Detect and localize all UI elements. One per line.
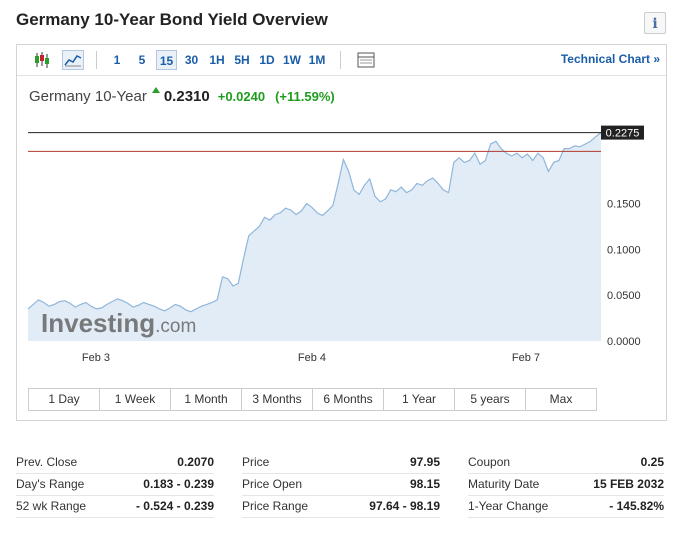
instrument-name: Germany 10-Year [29, 88, 147, 105]
stat-value: - 0.524 - 0.239 [135, 499, 214, 513]
stat-row-maturity-date: Maturity Date 15 FEB 2032 [468, 474, 664, 496]
time-range-selector: 1 Day 1 Week 1 Month 3 Months 6 Months 1 Year… [28, 388, 597, 411]
page-title: Germany 10-Year Bond Yield Overview [16, 10, 328, 29]
x-tick-label: Feb 3 [82, 352, 110, 364]
stat-value: 0.2070 [177, 455, 214, 469]
range-5-years-button[interactable]: 5 years [455, 389, 526, 410]
interval-1d-button[interactable]: 1D [259, 53, 275, 67]
candlestick-chart-icon[interactable] [31, 50, 53, 70]
y-tick-label: 0.0500 [607, 290, 641, 302]
stat-value: 98.15 [409, 477, 440, 491]
stat-label: 1-Year Change [468, 499, 549, 513]
toolbar-divider [96, 51, 97, 69]
stat-label: Coupon [468, 455, 511, 469]
stat-label: Price Range [242, 499, 309, 513]
stat-value: 0.25 [640, 455, 664, 469]
stat-row-prev-close: Prev. Close 0.2070 [16, 452, 214, 474]
y-tick-label: 0.1500 [607, 199, 641, 211]
area-chart-icon[interactable] [62, 50, 84, 70]
info-icon[interactable]: i [644, 12, 666, 34]
stat-row-52-wk-range: 52 wk Range - 0.524 - 0.239 [16, 496, 214, 518]
y-tick-label: 0.1000 [607, 244, 641, 256]
stat-value: 97.64 - 98.19 [369, 499, 440, 513]
range-1-year-button[interactable]: 1 Year [384, 389, 455, 410]
price-change-percent: (+11.59%) [275, 89, 335, 104]
stat-label: Maturity Date [468, 477, 540, 491]
last-price: 0.2310 [163, 88, 210, 105]
interval-1m-button[interactable]: 1M [308, 53, 326, 67]
chart-toolbar: 1 5 15 30 1H 5H 1D 1W 1M Technical Chart » [17, 45, 666, 76]
series-line [27, 132, 602, 313]
range-1-week-button[interactable]: 1 Week [100, 389, 171, 410]
interval-15-button[interactable]: 15 [156, 50, 177, 70]
price-change: +0.0240 [217, 89, 266, 104]
range-3-months-button[interactable]: 3 Months [242, 389, 313, 410]
range-max-button[interactable]: Max [549, 392, 573, 406]
area-fill [28, 132, 601, 341]
stat-value: 0.183 - 0.239 [143, 477, 214, 491]
interval-1w-button[interactable]: 1W [283, 53, 301, 67]
stat-value: 97.95 [409, 455, 440, 469]
stat-label: Price Open [242, 477, 303, 491]
up-arrow-icon [151, 87, 160, 93]
range-1-day-button[interactable]: 1 Day [29, 389, 100, 410]
stat-row-1-year-change: 1-Year Change - 145.82% [468, 496, 664, 518]
table-view-icon[interactable] [355, 50, 377, 70]
stat-value: 15 FEB 2032 [593, 477, 664, 491]
stat-label: Prev. Close [16, 455, 78, 469]
stat-row-price-open: Price Open 98.15 [242, 474, 440, 496]
x-tick-label: Feb 7 [512, 352, 540, 364]
current-value-label: 0.2275 [606, 128, 640, 140]
range-6-months-button[interactable]: 6 Months [313, 389, 384, 410]
stat-row-coupon: Coupon 0.25 [468, 452, 664, 474]
stat-row-price: Price 97.95 [242, 452, 440, 474]
quote-line: Germany 10-Year 0.2310 +0.0240 (+11.59%) [29, 87, 335, 105]
x-tick-label: Feb 4 [298, 352, 326, 364]
stat-row-day-s-range: Day's Range 0.183 - 0.239 [16, 474, 214, 496]
stat-label: Price [242, 455, 270, 469]
stat-row-price-range: Price Range 97.64 - 98.19 [242, 496, 440, 518]
yield-chart: 0.2275 0.0000 0.0500 0.1000 0.1500 Feb 3 Feb 4… [27, 112, 644, 364]
current-value-tag [601, 125, 644, 140]
investing-watermark: Investing.com [41, 308, 196, 338]
interval-1-button[interactable]: 1 [113, 53, 121, 67]
y-tick-label: 0.0000 [607, 336, 641, 348]
range-1-month-button[interactable]: 1 Month [171, 389, 242, 410]
technical-chart-link[interactable]: Technical Chart » [560, 52, 660, 66]
interval-1h-button[interactable]: 1H [209, 53, 225, 67]
interval-30-button[interactable]: 30 [184, 53, 199, 67]
interval-5h-button[interactable]: 5H [234, 53, 250, 67]
toolbar-divider [340, 51, 341, 69]
stat-label: 52 wk Range [16, 499, 87, 513]
interval-5-button[interactable]: 5 [138, 53, 146, 67]
chart-panel: 1 5 15 30 1H 5H 1D 1W 1M Technical Chart » Germa… [16, 44, 667, 421]
stat-label: Day's Range [16, 477, 85, 491]
stat-value: - 145.82% [609, 499, 664, 513]
